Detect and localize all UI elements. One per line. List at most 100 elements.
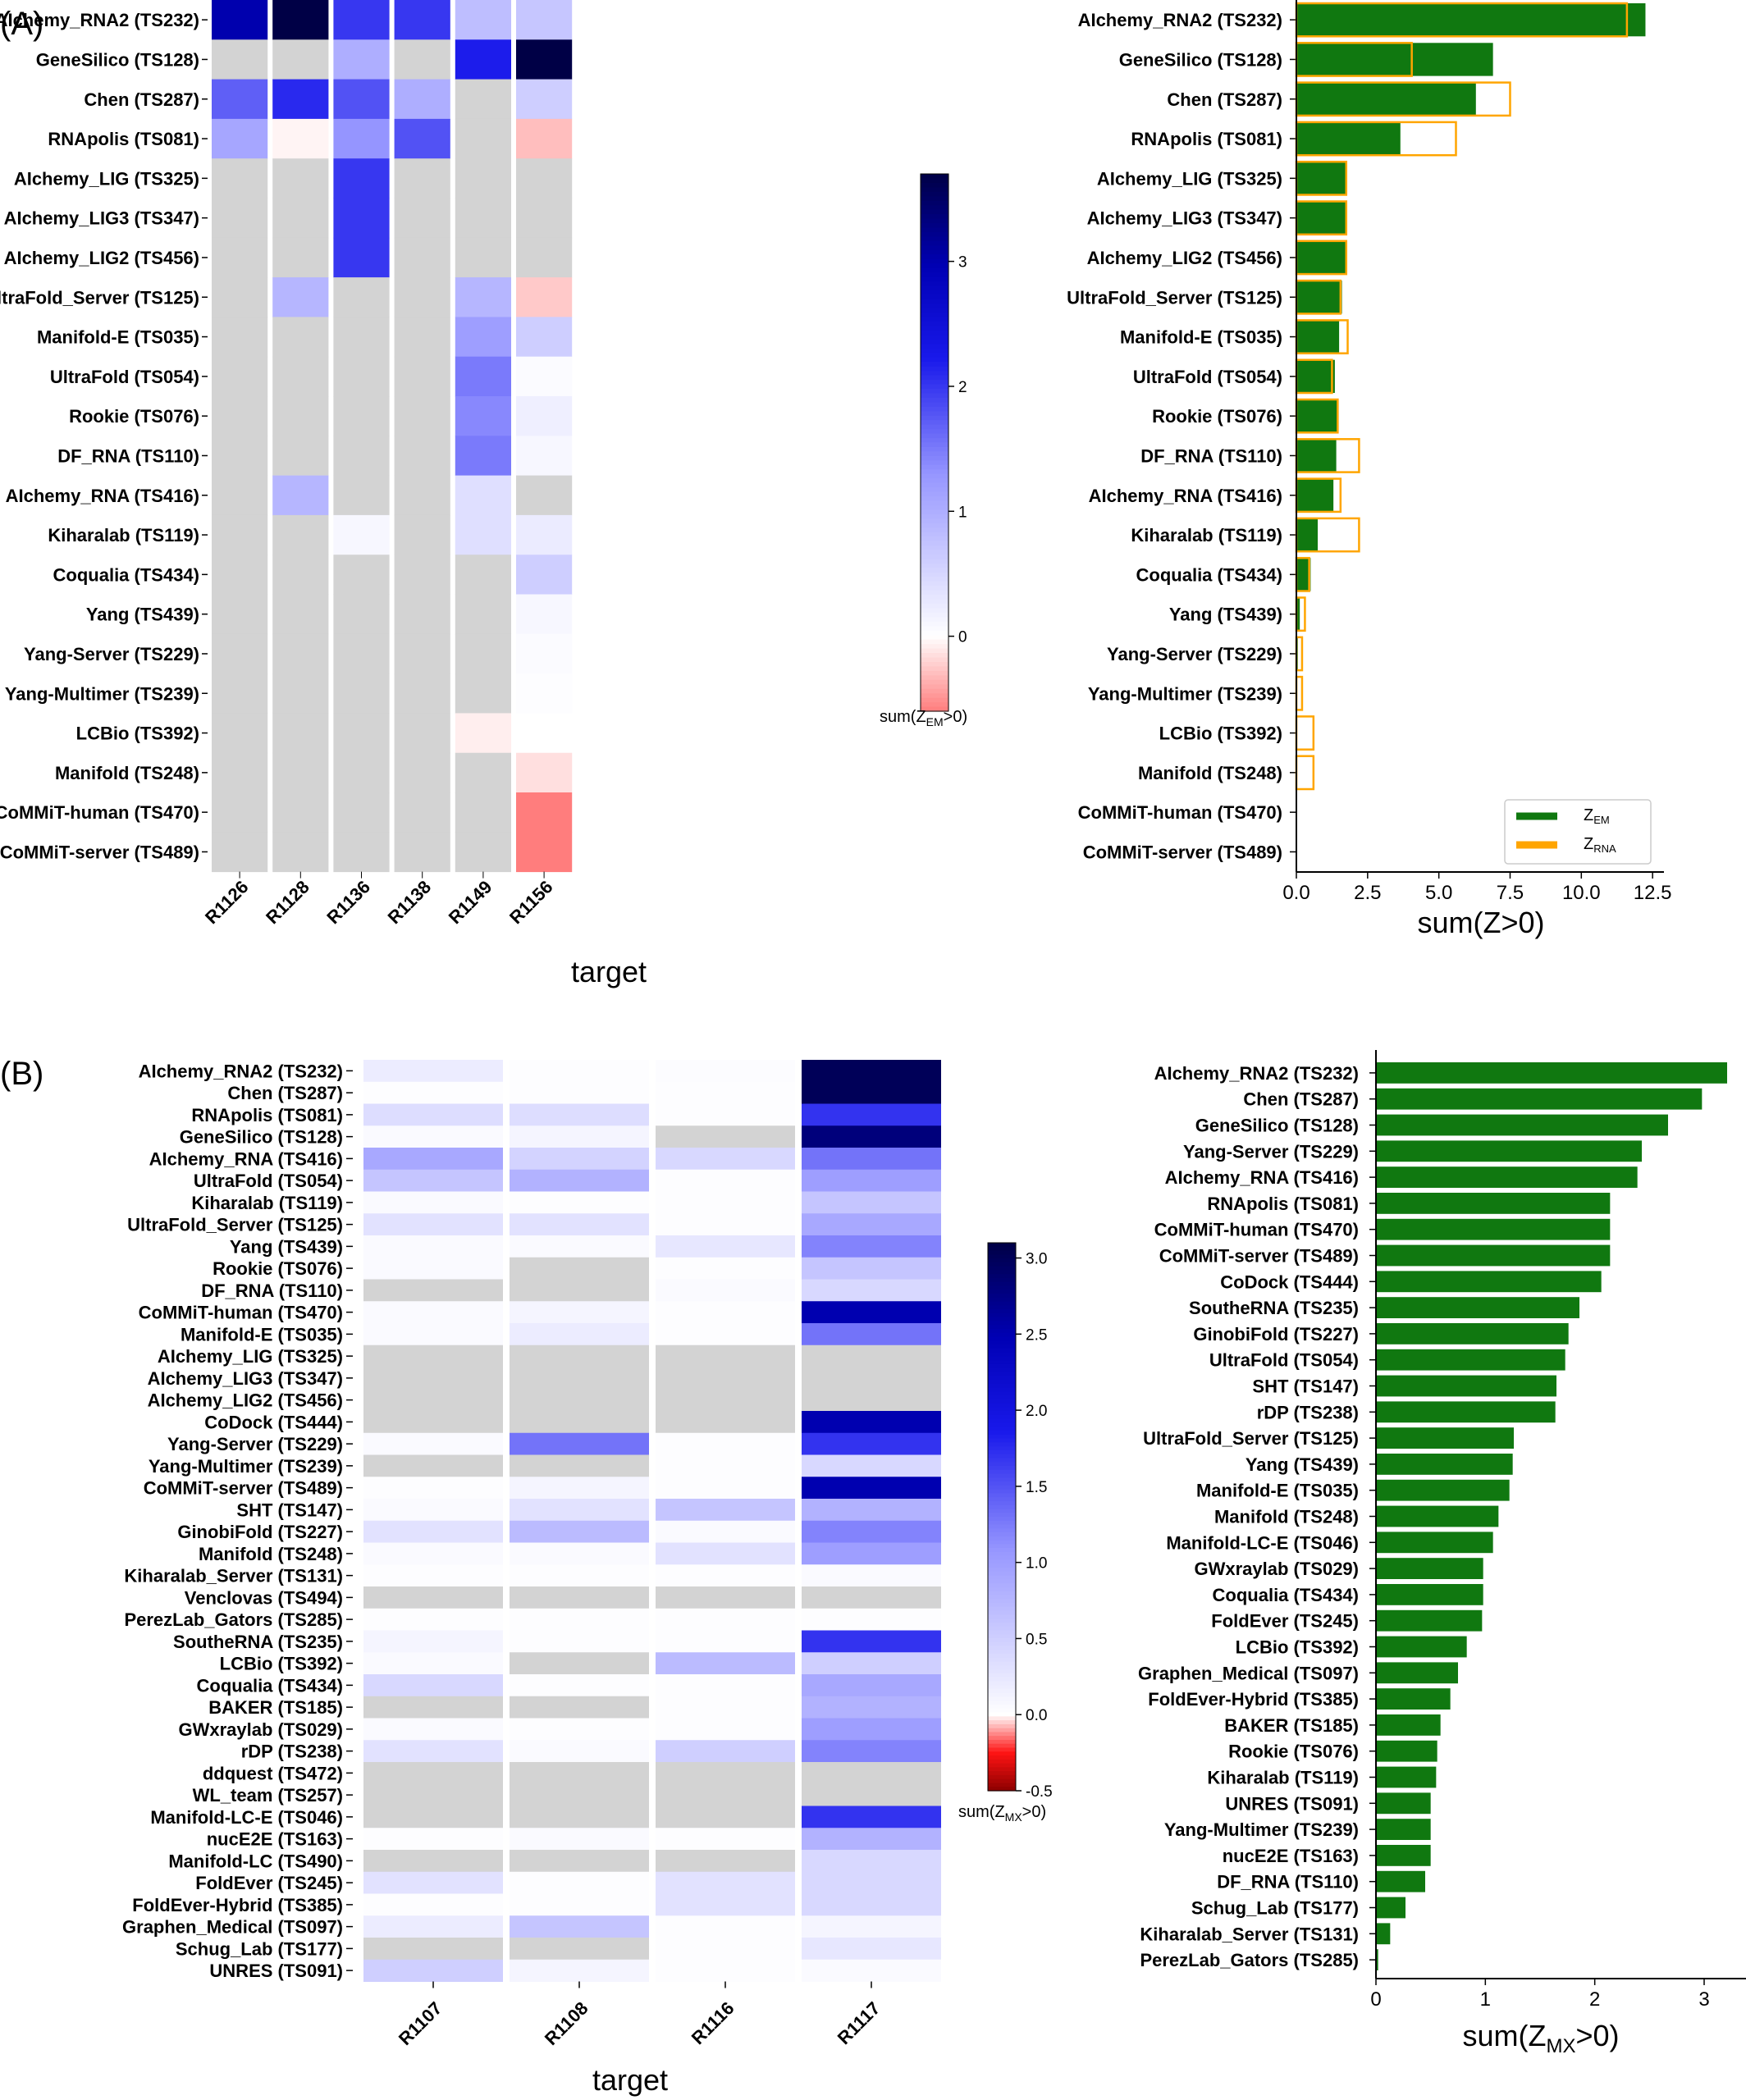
row-label: AIchemy_LIG (TS325) [14,168,199,189]
barchart-a: AIchemy_RNA2 (TS232) GeneSilico (TS128) Ch… [1067,0,1671,939]
heat-cell [656,1696,795,1719]
colorbar-segment [988,1630,1016,1635]
heat-cell [394,713,450,754]
heat-cell [363,1783,503,1806]
category-label: Manifold-LC-E (TS046) [1166,1532,1359,1553]
colorbar-segment [921,586,948,591]
colorbar-segment [988,1258,1016,1263]
heat-cell [363,1542,503,1565]
x-tick-label: 7.5 [1497,882,1524,904]
heat-cell [363,1279,503,1302]
category-label: Yang (TS439) [1169,605,1282,625]
colorbar-segment [921,178,948,184]
heat-cell [455,356,511,397]
bar [1376,1297,1579,1318]
category-label: FoldEver-Hybrid (TS385) [1148,1689,1359,1710]
colorbar-segment [988,1336,1016,1341]
row-label: UltraFold (TS054) [194,1171,343,1191]
colorbar-segment [988,1427,1016,1431]
heat-cell [394,356,450,397]
x-axis-label: target [592,2063,668,2097]
colorbar-segment [988,1548,1016,1553]
colorbar-segment [921,451,948,457]
colorbar-segment [988,1716,1016,1721]
heat-cell [455,118,511,159]
bar [1376,1714,1441,1736]
bar-em [1296,399,1338,433]
row-label: Manifold (TS248) [55,763,199,783]
colorbar-segment [988,1367,1016,1373]
colorbar-segment [988,1321,1016,1326]
row-label: Kiharalab (TS119) [191,1193,343,1213]
colorbar-segment [921,446,948,453]
colorbar-segment [988,1763,1016,1768]
heat-cell [363,1850,503,1873]
colorbar-segment [988,1391,1016,1396]
heat-cell [394,79,450,120]
colorbar-segment [921,299,948,304]
colorbar-segment [988,1363,1016,1369]
colorbar-segment [988,1422,1016,1427]
colorbar-segment [988,1743,1016,1749]
colorbar-segment [921,317,948,322]
colorbar-segment [988,1595,1016,1600]
heat-cell [516,792,573,833]
heat-cell [656,1499,795,1522]
heat-cell [656,1893,795,1916]
row-label: CoMMiT-server (TS489) [0,842,199,862]
heat-cell [516,39,573,80]
colorbar-segment [988,1696,1016,1701]
heat-cell [272,633,329,674]
colorbar-segment [921,595,948,600]
category-label: Chen (TS287) [1243,1089,1359,1110]
heat-cell [656,1740,795,1763]
heat-cell [802,1432,941,1455]
col-label: R1108 [541,1997,592,2049]
colorbar-segment [921,536,948,542]
legend-label: ZRNA [1584,835,1616,855]
heat-cell [802,1148,941,1171]
row-label: CoDock (TS444) [204,1412,343,1432]
colorbar-segment [921,231,948,238]
heat-cell [272,752,329,793]
category-label: SoutheRNA (TS235) [1189,1298,1359,1318]
heat-cell [510,1652,649,1675]
heat-cell [802,1718,941,1741]
row-label: AIchemy_RNA (TS416) [149,1148,343,1169]
colorbar-segment [988,1274,1016,1279]
label-sub: MX [1005,1810,1023,1824]
heat-cell [802,1213,941,1236]
heat-cell [363,1411,503,1434]
category-label: AIchemy_RNA2 (TS232) [1078,10,1282,30]
colorbar-border [987,1242,1017,1792]
heat-cell [802,1499,941,1522]
bar [1376,1609,1483,1632]
colorbar-segment [921,527,948,533]
colorbar-segment [988,1297,1016,1303]
colorbar-tick-label: 3 [958,254,967,272]
heat-cell [656,1323,795,1346]
colorbar-segment [988,1540,1016,1545]
heat-cell [516,356,573,397]
colorbar-segment [921,518,948,524]
heat-cell [516,832,573,873]
heat-cell [802,1740,941,1763]
heat-cell [656,1608,795,1631]
bar-em [1296,281,1342,314]
bar [1376,1662,1458,1684]
colorbar-segment [921,375,948,381]
heat-cell [510,1432,649,1455]
heat-cell [394,436,450,477]
category-label: CoMMiT-human (TS470) [1154,1220,1359,1240]
col-label: R1136 [322,876,374,928]
x-tick-label: 10.0 [1562,882,1601,904]
colorbar-segment [988,1309,1016,1314]
colorbar-segment [988,1434,1016,1440]
x-tick-label: 1 [1480,1988,1491,2011]
heat-cell [510,1806,649,1828]
colorbar-tick-label: 1.0 [1026,1555,1047,1573]
heat-cell [394,39,450,80]
legend-label: ZEM [1584,806,1610,826]
colorbar-segment [988,1360,1016,1365]
heat-cell [212,594,268,635]
